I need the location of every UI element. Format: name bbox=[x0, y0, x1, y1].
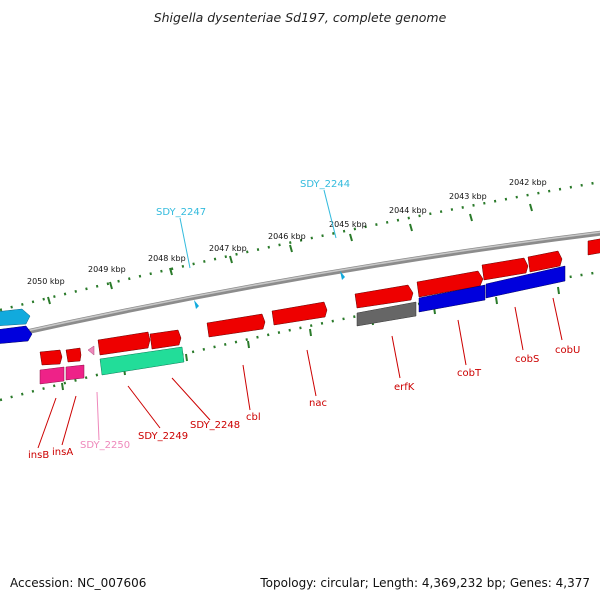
leader-line bbox=[306, 349, 317, 397]
gene-label[interactable]: cbl bbox=[246, 412, 261, 423]
scale-major-tick bbox=[47, 296, 51, 305]
scale-label: 2048 kbp bbox=[148, 254, 186, 263]
leader-line bbox=[242, 364, 251, 411]
scale-label: 2046 kbp bbox=[268, 232, 306, 241]
leader-line bbox=[61, 395, 77, 446]
scale-major-tick bbox=[289, 244, 293, 253]
genome-backbone-highlight bbox=[0, 231, 600, 338]
scale-label: 2049 kbp bbox=[88, 265, 126, 274]
scale-label: 2045 kbp bbox=[329, 220, 367, 229]
gene-arrow[interactable] bbox=[0, 308, 31, 326]
leader-line bbox=[552, 297, 563, 341]
scale-major-tick bbox=[169, 267, 173, 276]
leader-line bbox=[127, 385, 161, 429]
gene-arrow[interactable] bbox=[271, 301, 328, 326]
leader-line bbox=[37, 397, 57, 449]
scale-major-tick bbox=[469, 213, 473, 222]
gene-label[interactable]: insB bbox=[28, 450, 49, 461]
gene-arrow[interactable] bbox=[485, 265, 566, 299]
marker-icon bbox=[340, 271, 345, 280]
scale-major-tick bbox=[229, 255, 233, 264]
outer-scale-dots bbox=[0, 180, 600, 312]
gene-arrow[interactable] bbox=[39, 366, 65, 385]
scale-label: 2044 kbp bbox=[389, 206, 427, 215]
scale-label: 2042 kbp bbox=[509, 178, 547, 187]
scale-major-tick bbox=[61, 382, 64, 391]
leader-line bbox=[514, 306, 524, 351]
gene-arrow[interactable] bbox=[418, 284, 486, 313]
gene-arrow[interactable] bbox=[39, 349, 63, 366]
genome-summary-text: Topology: circular; Length: 4,369,232 bp… bbox=[260, 576, 590, 590]
scale-major-tick bbox=[557, 286, 560, 295]
genome-backbone bbox=[0, 230, 600, 341]
scale-major-tick bbox=[185, 353, 188, 362]
gene-label[interactable]: SDY_2244 bbox=[300, 179, 350, 190]
gene-label[interactable]: insA bbox=[52, 447, 73, 458]
leader-line bbox=[171, 377, 211, 421]
leader-line bbox=[96, 391, 100, 441]
gene-arrow[interactable] bbox=[0, 325, 33, 344]
gene-arrow[interactable] bbox=[149, 329, 182, 350]
gene-arrow[interactable] bbox=[587, 238, 600, 256]
scale-major-tick bbox=[349, 233, 353, 242]
gene-label[interactable]: cobT bbox=[457, 368, 482, 379]
map-title: Shigella dysenteriae Sd197, complete gen… bbox=[153, 10, 447, 25]
scale-label: 2050 kbp bbox=[27, 277, 65, 286]
scale-major-tick bbox=[247, 340, 250, 349]
leader-line bbox=[179, 217, 191, 269]
gene-arrow[interactable] bbox=[65, 347, 82, 363]
gene-arrow[interactable] bbox=[527, 250, 563, 273]
gene-arrow[interactable] bbox=[206, 313, 266, 338]
leader-line bbox=[457, 319, 467, 366]
scale-label: 2047 kbp bbox=[209, 244, 247, 253]
scale-label: 2043 kbp bbox=[449, 192, 487, 201]
scale-major-tick bbox=[529, 203, 533, 212]
gene-arrow[interactable] bbox=[87, 345, 95, 356]
scale-major-tick bbox=[409, 223, 413, 232]
outer-scale bbox=[0, 180, 600, 312]
gene-label[interactable]: cobU bbox=[555, 345, 580, 356]
gene-arrow[interactable] bbox=[97, 331, 151, 356]
gene-label[interactable]: SDY_2250 bbox=[80, 440, 130, 451]
gene-label[interactable]: erfK bbox=[394, 382, 415, 393]
marker-icon bbox=[194, 300, 199, 309]
leader-line bbox=[391, 335, 401, 379]
gene-label[interactable]: SDY_2249 bbox=[138, 431, 188, 442]
gene-arrow[interactable] bbox=[481, 257, 529, 281]
gene-arrow[interactable] bbox=[99, 346, 185, 376]
scale-major-tick bbox=[109, 281, 113, 290]
gene-arrow[interactable] bbox=[65, 364, 85, 381]
scale-major-tick bbox=[495, 296, 498, 305]
leader-line bbox=[323, 189, 337, 239]
gene-arrow[interactable] bbox=[354, 284, 414, 309]
gene-label[interactable]: nac bbox=[309, 398, 327, 409]
accession-text: Accession: NC_007606 bbox=[10, 576, 147, 590]
gene-arrow[interactable] bbox=[416, 270, 484, 298]
scale-major-tick bbox=[309, 328, 312, 337]
gene-label[interactable]: cobS bbox=[515, 354, 539, 365]
gene-label[interactable]: SDY_2247 bbox=[156, 207, 206, 218]
gene-label[interactable]: SDY_2248 bbox=[190, 420, 240, 431]
gene-arrow[interactable] bbox=[356, 301, 417, 327]
